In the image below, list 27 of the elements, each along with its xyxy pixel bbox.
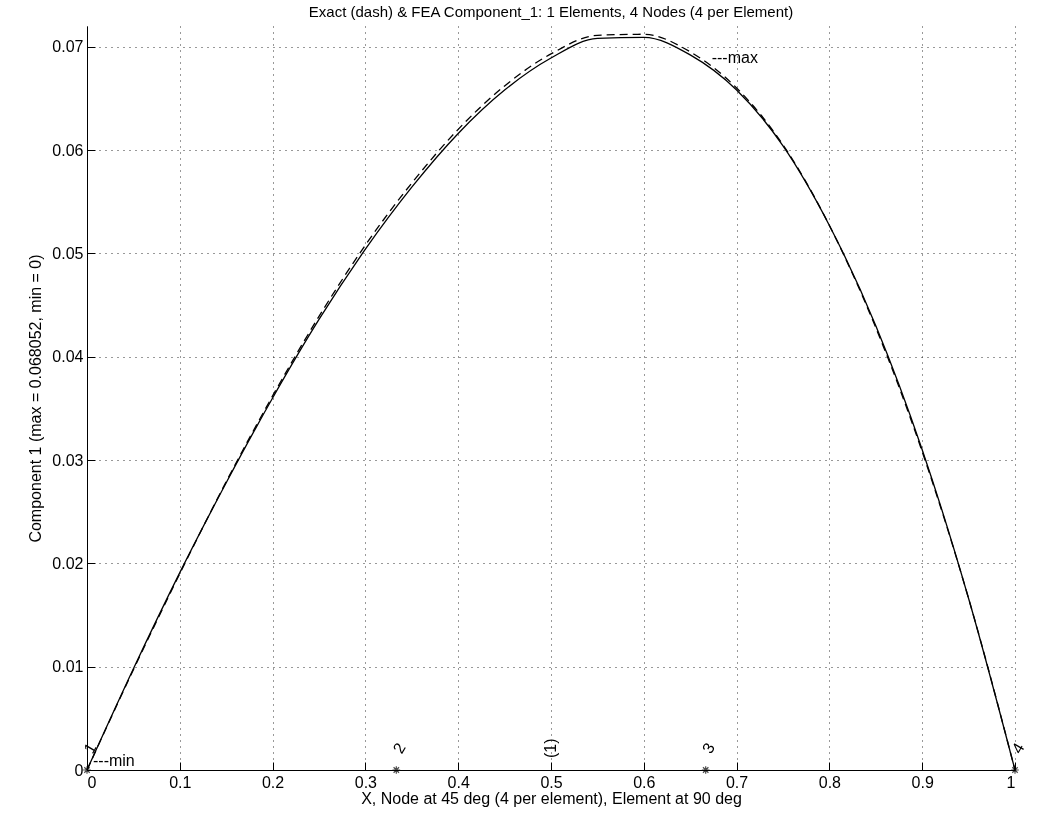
y-tick-label: 0.02 — [52, 554, 84, 572]
x-tick-label: 0.5 — [540, 773, 563, 791]
chart-title: Exact (dash) & FEA Component_1: 1 Elements, 4 Nodes (4 per Element) — [308, 3, 794, 20]
y-tick-label: 0.06 — [52, 141, 84, 159]
y-tick-label: 0.03 — [52, 451, 84, 469]
y-tick-label: 0.05 — [52, 244, 84, 262]
x-tick-label: 0 — [87, 773, 97, 791]
annotation: (1) — [542, 738, 559, 758]
annotation: 4 — [1008, 739, 1028, 757]
x-tick-label: 0.8 — [818, 773, 842, 791]
y-tick-label: 0.07 — [52, 38, 84, 56]
y-tick-label: 0 — [74, 761, 84, 779]
y-axis-title: Component 1 (max = 0.068052, min = 0) — [27, 254, 45, 543]
x-tick-label: 0.9 — [911, 773, 934, 791]
x-tick-label: 0.7 — [725, 773, 749, 791]
annotation: ---max — [711, 48, 758, 66]
x-tick-label: 0.3 — [354, 773, 378, 791]
x-tick-label: 0.4 — [447, 773, 470, 791]
annotation: 3 — [698, 739, 719, 757]
x-tick-label: 1 — [1006, 773, 1016, 791]
x-tick-label: 0.1 — [169, 773, 192, 791]
annotation: 2 — [389, 739, 409, 757]
x-tick-label: 0.2 — [261, 773, 285, 791]
y-tick-label: 0.01 — [52, 658, 84, 676]
x-tick-label: 0.6 — [633, 773, 656, 791]
y-tick-label: 0.04 — [52, 348, 84, 366]
x-axis-title: X, Node at 45 deg (4 per element), Element at 90 deg — [361, 789, 742, 807]
